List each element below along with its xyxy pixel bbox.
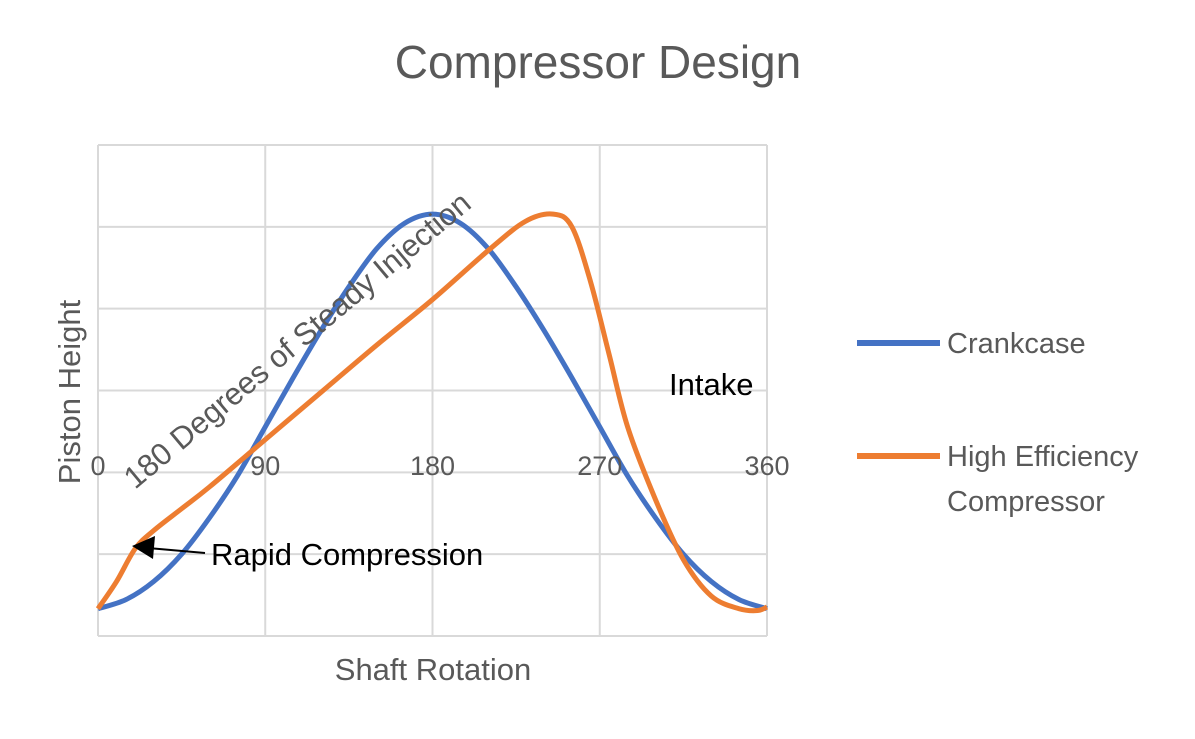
series-line-crankcase xyxy=(97,211,768,612)
x-tick-label: 270 xyxy=(577,451,622,481)
horizontal-gridlines xyxy=(98,144,767,637)
y-axis-title: Piston Height xyxy=(52,299,87,484)
chart-title: Compressor Design xyxy=(395,36,801,88)
x-axis-title: Shaft Rotation xyxy=(335,652,531,687)
legend: Crankcase High Efficiency Compressor xyxy=(857,328,1139,518)
legend-label-line: High Efficiency xyxy=(947,441,1139,473)
legend-label-line: Compressor xyxy=(947,486,1105,518)
rapid-compression-arrow xyxy=(132,536,206,559)
legend-label-high-efficiency: High Efficiency Compressor xyxy=(947,441,1139,518)
series-line-high-efficiency xyxy=(95,211,769,614)
legend-label-crankcase: Crankcase xyxy=(947,328,1086,360)
x-tick-labels: 0 90 180 270 360 xyxy=(90,451,789,481)
rapid-compression-annotation: Rapid Compression xyxy=(211,537,483,572)
x-tick-label: 180 xyxy=(410,451,455,481)
x-tick-label: 360 xyxy=(744,451,789,481)
steady-injection-annotation: 180 Degrees of Steady Injection xyxy=(117,185,477,495)
x-tick-label: 0 xyxy=(90,451,105,481)
x-tick-label: 90 xyxy=(250,451,280,481)
intake-annotation: Intake xyxy=(669,367,753,402)
series-layer xyxy=(95,211,769,614)
